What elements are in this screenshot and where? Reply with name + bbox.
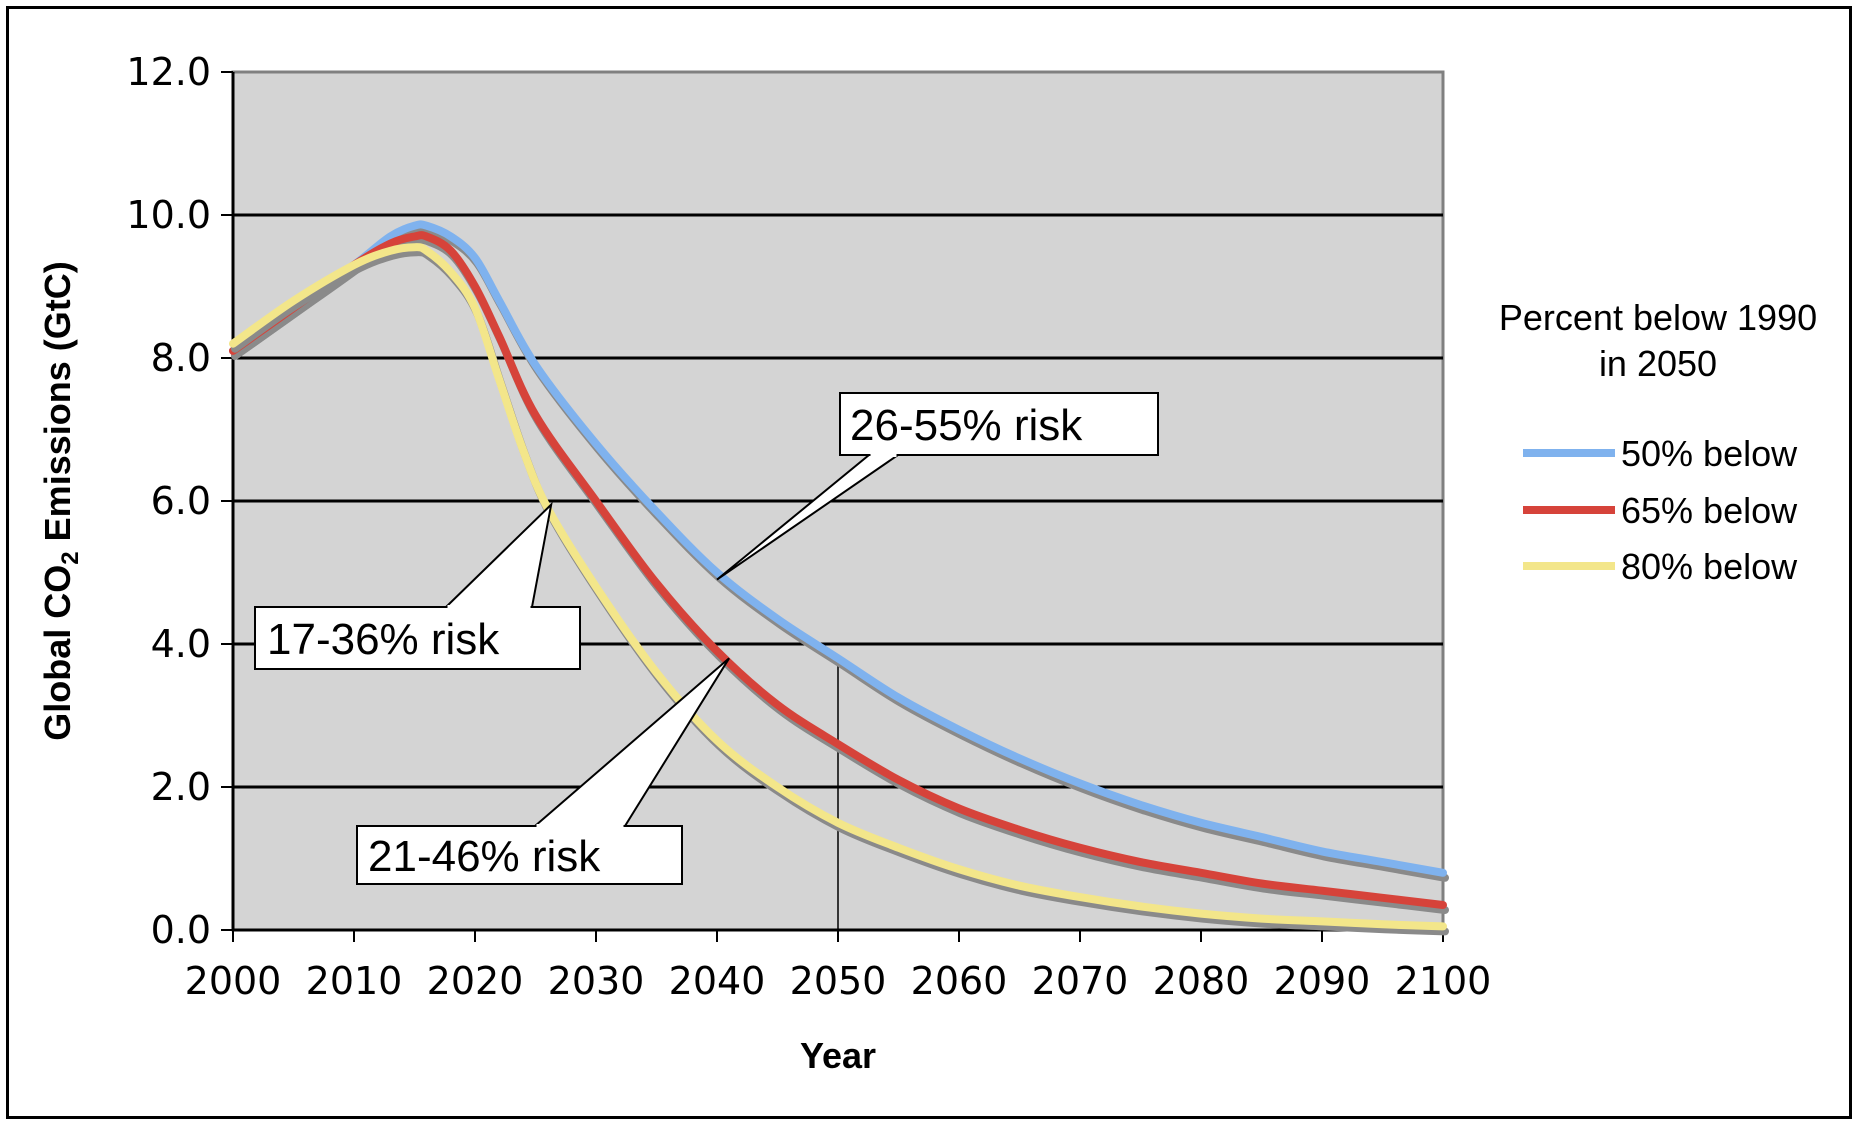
- y-tick-label-5: 10.0: [126, 193, 211, 237]
- risk-callouts: 26-55% risk 17-36% risk 21-46% risk: [254, 392, 1159, 885]
- y-tick-label-2: 4.0: [151, 622, 211, 666]
- x-tick-label-10: 2100: [1395, 959, 1492, 1003]
- y-tick-label-1: 2.0: [151, 765, 211, 809]
- callout-box-0: [839, 392, 1159, 456]
- series-lines: [229, 220, 1449, 936]
- series-line-50pct-below: [229, 220, 1447, 877]
- legend: Percent below 1990 in 2050 50% below 65% …: [1499, 297, 1817, 587]
- x-tick-label-4: 2040: [669, 959, 766, 1003]
- legend-label-80pct-below: 80% below: [1621, 546, 1798, 587]
- x-tick-label-1: 2010: [306, 959, 403, 1003]
- callout-text-2: 21-46% risk: [368, 832, 601, 881]
- y-tick-label-4: 8.0: [151, 336, 211, 380]
- y-axis-ticks: 0.0 2.0 4.0 6.0 8.0 10.0 12.0: [126, 50, 233, 952]
- x-tick-label-3: 2030: [548, 959, 645, 1003]
- x-tick-label-6: 2060: [911, 959, 1008, 1003]
- callout-text-1: 17-36% risk: [267, 615, 500, 664]
- series-line-80pct-below: [229, 243, 1447, 931]
- legend-label-50pct-below: 50% below: [1621, 433, 1798, 474]
- callout-text-0: 26-55% risk: [850, 401, 1083, 450]
- series-line-65pct-below: [229, 231, 1447, 909]
- x-tick-label-7: 2070: [1032, 959, 1129, 1003]
- y-axis-title-subscript: 2: [57, 551, 84, 564]
- y-tick-label-0: 0.0: [151, 908, 211, 952]
- callout-box-1: [254, 606, 581, 670]
- x-tick-label-0: 2000: [185, 959, 282, 1003]
- x-tick-label-5: 2050: [790, 959, 887, 1003]
- callout-box-2: [356, 825, 683, 885]
- x-tick-label-9: 2090: [1274, 959, 1371, 1003]
- x-tick-label-2: 2020: [427, 959, 524, 1003]
- legend-title-line2: in 2050: [1599, 343, 1717, 384]
- legend-title-line1: Percent below 1990: [1499, 297, 1817, 338]
- y-axis-title: Global CO2 Emissions (GtC): [37, 261, 84, 740]
- x-tick-label-8: 2080: [1153, 959, 1250, 1003]
- x-axis-title: Year: [800, 1035, 876, 1076]
- legend-items: 50% below 65% below 80% below: [1523, 433, 1798, 587]
- legend-label-65pct-below: 65% below: [1621, 490, 1798, 531]
- y-tick-label-6: 12.0: [126, 50, 211, 94]
- y-tick-label-3: 6.0: [151, 479, 211, 523]
- x-axis-ticks: 2000 2010 2020 2030 2040 2050 2060 2070 2080 2090…: [185, 930, 1492, 1003]
